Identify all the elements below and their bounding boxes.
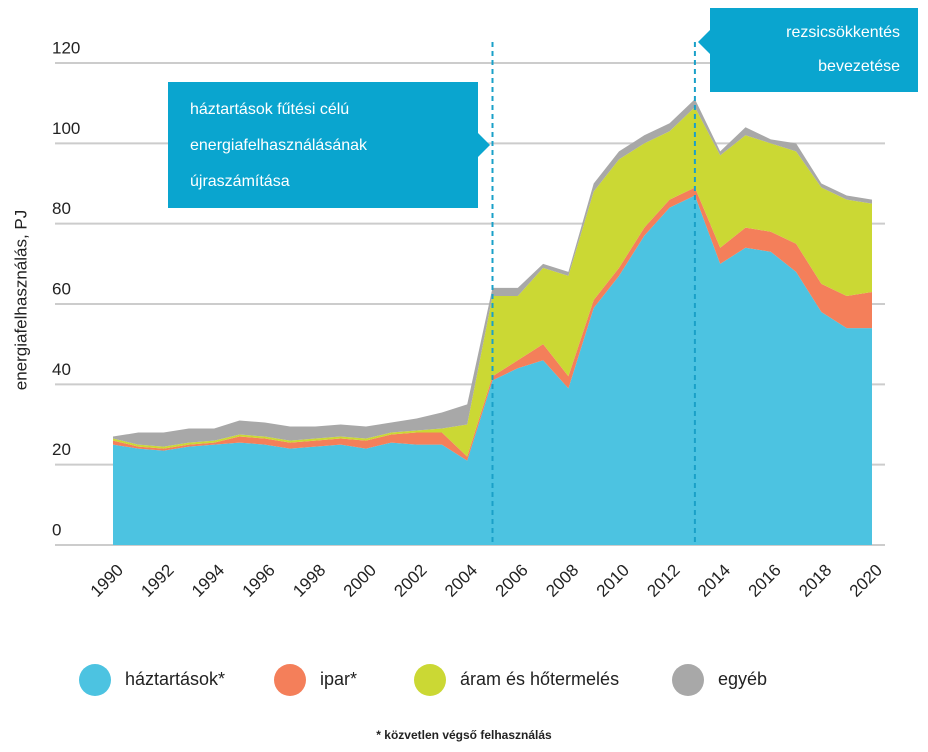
legend-swatch bbox=[414, 664, 446, 696]
annotation-text: rezsicsökkentés bbox=[786, 24, 900, 41]
x-tick-label: 2016 bbox=[745, 561, 785, 601]
area bbox=[113, 195, 872, 546]
footnote: * közvetlen végső felhasználás bbox=[376, 728, 552, 742]
legend-label: ipar* bbox=[320, 669, 357, 689]
x-tick-label: 2008 bbox=[542, 561, 582, 601]
y-axis-label: energiafelhasználás, PJ bbox=[11, 210, 30, 391]
x-tick-label: 2014 bbox=[694, 561, 734, 601]
annotation-text: újraszámítása bbox=[190, 173, 290, 190]
legend-swatch bbox=[274, 664, 306, 696]
y-tick-label: 80 bbox=[52, 199, 71, 218]
legend-swatch bbox=[79, 664, 111, 696]
x-tick-label: 2006 bbox=[492, 561, 532, 601]
legend-label: egyéb bbox=[718, 669, 767, 689]
x-tick-label: 2020 bbox=[846, 561, 886, 601]
legend-label: háztartások* bbox=[125, 669, 225, 689]
y-tick-label: 120 bbox=[52, 38, 80, 57]
y-tick-label: 60 bbox=[52, 279, 71, 298]
legend-swatch bbox=[672, 664, 704, 696]
x-tick-label: 2002 bbox=[390, 561, 430, 601]
annotation-box bbox=[168, 82, 478, 208]
x-tick-label: 2000 bbox=[340, 561, 380, 601]
y-tick-label: 100 bbox=[52, 119, 80, 138]
y-tick-label: 20 bbox=[52, 440, 71, 459]
x-tick-label: 1992 bbox=[137, 561, 177, 601]
x-tick-label: 1998 bbox=[289, 561, 329, 601]
x-tick-label: 2010 bbox=[593, 561, 633, 601]
y-tick-label: 40 bbox=[52, 360, 71, 379]
x-tick-label: 1994 bbox=[188, 561, 228, 601]
annotation-text: háztartások fűtési célú bbox=[190, 101, 349, 118]
annotation-text: energiafelhasználásának bbox=[190, 137, 368, 154]
legend-label: áram és hőtermelés bbox=[460, 669, 619, 689]
x-tick-label: 1990 bbox=[87, 561, 127, 601]
x-tick-label: 1996 bbox=[239, 561, 279, 601]
annotation-box bbox=[710, 8, 918, 92]
x-tick-label: 2004 bbox=[441, 561, 481, 601]
x-tick-label: 2012 bbox=[643, 561, 683, 601]
y-tick-label: 0 bbox=[52, 520, 61, 539]
x-tick-label: 2018 bbox=[795, 561, 835, 601]
annotation-arrow bbox=[698, 30, 710, 54]
annotation-text: bevezetése bbox=[818, 58, 900, 75]
annotation-arrow bbox=[478, 133, 490, 157]
